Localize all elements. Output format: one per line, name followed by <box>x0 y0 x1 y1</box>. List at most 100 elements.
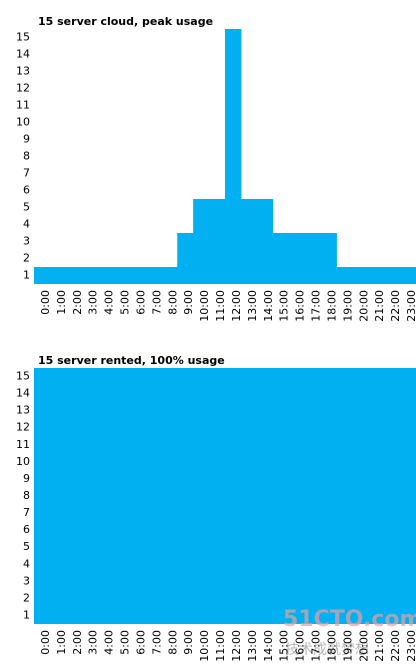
y-tick-label: 8 <box>23 150 30 163</box>
bar <box>145 368 162 624</box>
bar <box>65 267 83 284</box>
x-tick-label: 23:00 <box>405 290 416 322</box>
bar <box>209 368 226 624</box>
x-tick-label: 5:00 <box>119 630 132 655</box>
y-tick-label: 15 <box>16 370 30 383</box>
bar <box>336 267 353 284</box>
bar <box>320 233 337 284</box>
bar <box>177 368 194 624</box>
x-tick-label: 10:00 <box>198 290 211 322</box>
x-tick-label: 18:00 <box>325 630 338 662</box>
x-tick-label: 22:00 <box>389 290 402 322</box>
x-tick-label: 8:00 <box>166 290 179 315</box>
bar <box>304 368 321 624</box>
y-tick-label: 11 <box>16 438 30 451</box>
chart-title: 15 server cloud, peak usage <box>38 15 213 28</box>
y-tick-label: 13 <box>16 65 30 78</box>
bar <box>336 368 353 624</box>
bar <box>177 233 194 284</box>
bar <box>34 267 51 284</box>
y-tick-label: 9 <box>23 133 30 146</box>
x-tick-label: 6:00 <box>134 290 147 315</box>
x-tick-label: 7:00 <box>150 290 163 315</box>
bar <box>65 368 83 624</box>
bar <box>240 368 258 624</box>
x-tick-label: 12:00 <box>230 290 243 322</box>
x-tick-label: 9:00 <box>182 290 195 315</box>
x-tick-label: 11:00 <box>214 630 227 662</box>
bar <box>145 267 162 284</box>
y-tick-label: 3 <box>23 574 30 587</box>
x-tick-label: 4:00 <box>103 630 116 655</box>
x-tick-label: 6:00 <box>134 630 147 655</box>
bar <box>400 267 416 284</box>
x-tick-label: 17:00 <box>310 630 323 662</box>
y-tick-label: 12 <box>16 82 30 95</box>
y-tick-label: 2 <box>23 591 30 604</box>
y-tick-label: 14 <box>16 387 30 400</box>
bar <box>368 267 385 284</box>
y-tick-label: 6 <box>23 184 30 197</box>
y-tick-label: 4 <box>23 557 30 570</box>
x-tick-label: 0:00 <box>39 290 52 315</box>
y-tick-label: 5 <box>23 201 30 214</box>
y-tick-label: 11 <box>16 99 30 112</box>
bar <box>81 368 99 624</box>
x-tick-label: 1:00 <box>55 630 68 655</box>
y-tick-label: 6 <box>23 523 30 536</box>
y-tick-label: 8 <box>23 489 30 502</box>
bar <box>256 199 274 284</box>
watermark-slogan: 技术成就梦想 <box>285 642 369 658</box>
bar <box>209 199 226 284</box>
bar <box>256 368 274 624</box>
y-tick-label: 12 <box>16 421 30 434</box>
bar <box>320 368 337 624</box>
x-tick-label: 7:00 <box>150 630 163 655</box>
bar <box>193 199 210 284</box>
bar <box>368 368 385 624</box>
bar <box>352 368 369 624</box>
x-tick-label: 8:00 <box>166 630 179 655</box>
bar <box>129 267 146 284</box>
bar <box>49 368 67 624</box>
x-tick-label: 5:00 <box>119 290 132 315</box>
x-tick-label: 0:00 <box>39 630 52 655</box>
x-tick-label: 17:00 <box>310 290 323 322</box>
bar <box>113 368 130 624</box>
x-tick-label: 21:00 <box>373 290 386 322</box>
bar <box>81 267 99 284</box>
x-tick-label: 20:00 <box>357 290 370 322</box>
x-tick-label: 14:00 <box>262 630 275 662</box>
y-tick-label: 1 <box>23 269 30 282</box>
x-tick-label: 23:00 <box>405 630 416 662</box>
x-tick-label: 16:00 <box>294 630 307 662</box>
x-tick-label: 1:00 <box>55 290 68 315</box>
y-tick-label: 10 <box>16 116 30 129</box>
x-tick-label: 22:00 <box>389 630 402 662</box>
y-tick-label: 5 <box>23 540 30 553</box>
bar <box>288 368 306 624</box>
y-tick-label: 15 <box>16 31 30 44</box>
x-tick-label: 2:00 <box>71 630 84 655</box>
x-tick-label: 19:00 <box>341 290 354 322</box>
y-tick-label: 7 <box>23 506 30 519</box>
bar <box>193 368 210 624</box>
x-tick-label: 12:00 <box>230 630 243 662</box>
x-tick-label: 9:00 <box>182 630 195 655</box>
x-tick-label: 3:00 <box>87 630 100 655</box>
bar <box>34 368 51 624</box>
bar <box>161 368 178 624</box>
bar <box>400 368 416 624</box>
bar <box>272 368 290 624</box>
y-tick-label: 14 <box>16 48 30 61</box>
bar <box>272 233 290 284</box>
x-tick-label: 21:00 <box>373 630 386 662</box>
bar <box>304 233 321 284</box>
bar <box>161 267 178 284</box>
y-tick-label: 2 <box>23 252 30 265</box>
bar <box>240 199 258 284</box>
y-tick-label: 13 <box>16 404 30 417</box>
x-tick-label: 10:00 <box>198 630 211 662</box>
